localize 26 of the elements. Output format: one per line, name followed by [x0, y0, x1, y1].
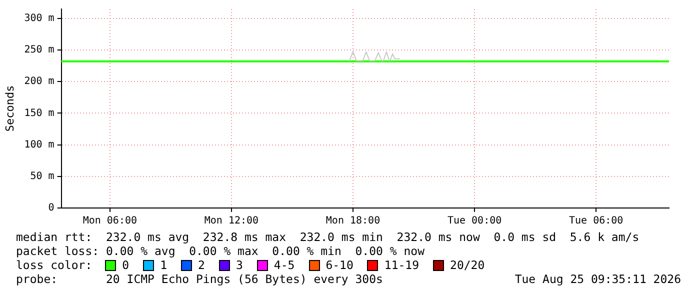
x-tick-label: Tue 06:00 — [568, 216, 624, 227]
y-tick-label: 50 m — [30, 171, 54, 182]
legend-label: 3 — [236, 258, 243, 272]
legend-label: 6-10 — [326, 258, 354, 272]
y-tick-label: 250 m — [24, 44, 54, 56]
text: Tue Aug 25 09:35:11 2026 — [514, 272, 681, 286]
x-tick-label: Mon 18:00 — [326, 216, 380, 227]
text: probe: 20 ICMP Echo Pings (56 Bytes) every 300s — [16, 272, 383, 286]
x-tick-label: Mon 12:00 — [204, 216, 259, 227]
legend-label: 1 — [160, 258, 168, 272]
legend-label: 0 — [122, 258, 130, 272]
text: packet loss: 0.00 % avg 0.00 % max 0.00 % min 0.00 % now — [16, 244, 426, 258]
text: median rtt: 232.0 ms avg 232.8 ms max 232.0 ms min 232.0 ms now 0.0 ms sd 5.6 k am/s — [16, 230, 640, 244]
y-tick-label: 0 — [48, 202, 54, 214]
legend-label: 4-5 — [274, 258, 295, 272]
y-tick-label: 150 m — [24, 108, 54, 119]
y-tick-label: 100 m — [24, 139, 54, 150]
x-tick-label: Tue 00:00 — [447, 216, 502, 227]
legend-label: 20/20 — [450, 258, 485, 272]
y-tick-label: 300 m — [24, 13, 54, 24]
legend-label: 11-19 — [384, 258, 420, 272]
y-tick-label: 200 m — [24, 76, 54, 88]
x-tick-label: Mon 06:00 — [82, 216, 138, 227]
legend-label: 2 — [198, 258, 205, 272]
y-axis-title: Seconds — [3, 85, 16, 132]
legend-title: loss color: — [16, 258, 92, 272]
